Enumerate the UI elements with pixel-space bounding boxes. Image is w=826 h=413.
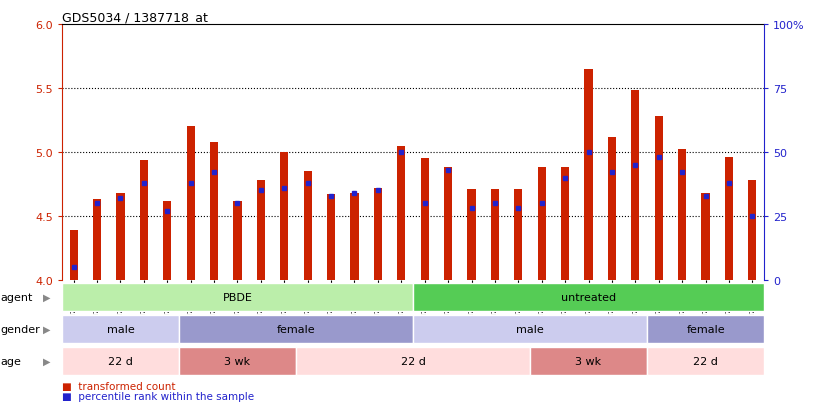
Bar	[413, 283, 764, 312]
Bar	[257, 181, 265, 280]
Text: 3 wk: 3 wk	[225, 356, 250, 366]
Text: ■  transformed count: ■ transformed count	[62, 381, 175, 391]
Text: female: female	[277, 324, 316, 334]
Text: female: female	[686, 324, 725, 334]
Bar	[725, 158, 733, 280]
Bar	[491, 190, 499, 280]
Bar	[530, 347, 647, 375]
Text: male: male	[107, 324, 135, 334]
Bar	[187, 127, 195, 280]
Bar	[210, 142, 218, 280]
Text: 22 d: 22 d	[401, 356, 425, 366]
Bar	[397, 146, 406, 280]
Bar	[280, 152, 288, 280]
Text: ▶: ▶	[43, 356, 51, 366]
Bar	[350, 194, 358, 280]
Text: ▶: ▶	[43, 324, 51, 334]
Bar	[179, 315, 413, 344]
Bar	[515, 190, 522, 280]
Bar	[631, 91, 639, 280]
Bar	[164, 201, 171, 280]
Text: gender: gender	[1, 324, 40, 334]
Bar	[140, 160, 148, 280]
Bar	[116, 194, 125, 280]
Bar	[62, 283, 413, 312]
Bar	[647, 347, 764, 375]
Text: 22 d: 22 d	[108, 356, 133, 366]
Bar	[608, 137, 616, 280]
Text: untreated: untreated	[561, 292, 616, 302]
Text: ■  percentile rank within the sample: ■ percentile rank within the sample	[62, 391, 254, 401]
Bar	[468, 190, 476, 280]
Text: PBDE: PBDE	[222, 292, 253, 302]
Bar	[62, 347, 179, 375]
Text: GDS5034 / 1387718_at: GDS5034 / 1387718_at	[62, 11, 208, 24]
Text: agent: agent	[1, 292, 33, 302]
Bar	[327, 195, 335, 280]
Bar	[69, 230, 78, 280]
Bar	[655, 117, 662, 280]
Text: age: age	[1, 356, 21, 366]
Bar	[374, 188, 382, 280]
Bar	[296, 347, 530, 375]
Text: 22 d: 22 d	[693, 356, 718, 366]
Bar	[538, 168, 546, 280]
Bar	[93, 200, 101, 280]
Bar	[561, 168, 569, 280]
Bar	[748, 181, 757, 280]
Text: 3 wk: 3 wk	[576, 356, 601, 366]
Bar	[304, 172, 311, 280]
Bar	[413, 315, 647, 344]
Bar	[647, 315, 764, 344]
Bar	[678, 150, 686, 280]
Text: male: male	[516, 324, 544, 334]
Bar	[62, 315, 179, 344]
Text: ▶: ▶	[43, 292, 51, 302]
Bar	[444, 168, 452, 280]
Bar	[701, 194, 710, 280]
Bar	[234, 201, 241, 280]
Bar	[585, 69, 592, 280]
Bar	[420, 159, 429, 280]
Bar	[179, 347, 296, 375]
